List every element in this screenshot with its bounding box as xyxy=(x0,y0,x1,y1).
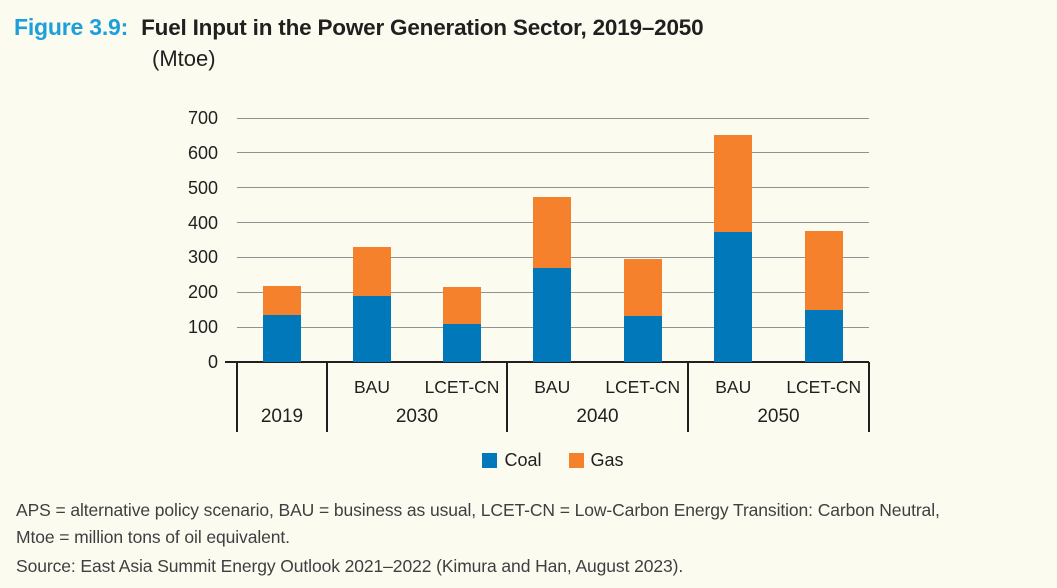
footnote-line-1: APS = alternative policy scenario, BAU =… xyxy=(16,500,940,520)
x-axis-group-divider xyxy=(687,362,689,432)
gridline xyxy=(237,187,869,189)
legend-swatch-gas xyxy=(568,452,584,468)
x-axis-group-divider xyxy=(506,362,508,432)
y-axis-tick-label: 700 xyxy=(187,108,218,128)
x-axis-year-label: 2040 xyxy=(576,406,619,427)
legend-label-gas: Gas xyxy=(590,450,624,470)
x-axis-scenario-label: LCET-CN xyxy=(786,377,862,397)
bar-segment-coal xyxy=(263,314,301,362)
x-axis-year-label: 2030 xyxy=(395,406,439,427)
x-axis-scenario-label: BAU xyxy=(534,377,571,397)
bar-segment-coal xyxy=(714,232,753,362)
y-axis-tick-label: 200 xyxy=(187,282,218,303)
bar-segment-coal xyxy=(623,315,662,362)
x-axis-scenario-label: LCET-CN xyxy=(424,377,500,397)
figure-header: Figure 3.9: Fuel Input in the Power Gene… xyxy=(14,14,1014,72)
x-axis-baseline xyxy=(225,361,869,363)
figure-title-row: Figure 3.9: Fuel Input in the Power Gene… xyxy=(14,14,1014,41)
x-axis-scenario-label: BAU xyxy=(354,377,390,397)
x-axis-group-divider xyxy=(326,362,328,432)
bar-segment-gas xyxy=(263,286,301,315)
bar-segment-coal xyxy=(533,267,572,362)
x-axis-group-divider xyxy=(868,362,870,432)
legend-item-coal: Coal xyxy=(482,450,542,470)
x-axis-scenario-label: BAU xyxy=(715,377,752,397)
figure-source: Source: East Asia Summit Energy Outlook … xyxy=(16,556,684,576)
y-axis-tick-label: 500 xyxy=(187,177,218,198)
bar-segment-gas xyxy=(804,231,843,310)
footnote-line-2: Mtoe = million tons of oil equivalent. xyxy=(16,526,290,547)
figure-footnote: APS = alternative policy scenario, BAU =… xyxy=(16,497,1051,550)
gridline xyxy=(237,152,869,154)
y-axis-tick-label: 0 xyxy=(207,352,218,372)
bar-segment-gas xyxy=(533,197,572,268)
figure-title: Fuel Input in the Power Generation Secto… xyxy=(141,15,704,40)
x-axis-year-label: 2019 xyxy=(260,406,304,427)
bar-segment-gas xyxy=(443,287,481,324)
y-axis-tick-label: 300 xyxy=(187,247,218,268)
legend-swatch-coal xyxy=(482,452,498,468)
gridline xyxy=(237,117,869,119)
y-axis-tick-label: 400 xyxy=(187,212,218,233)
legend-item-gas: Gas xyxy=(568,450,624,470)
figure-number-label: Figure 3.9: xyxy=(14,14,129,40)
legend-label-coal: Coal xyxy=(504,450,542,470)
y-axis-tick-label: 600 xyxy=(187,142,218,163)
x-axis-year-label: 2050 xyxy=(757,406,800,427)
bar-segment-gas xyxy=(714,135,753,233)
chart-legend: Coal Gas xyxy=(237,451,869,469)
figure-unit-subtitle: (Mtoe) xyxy=(152,46,216,71)
bar-segment-gas xyxy=(353,246,391,297)
bar-segment-coal xyxy=(804,309,843,362)
bar-segment-gas xyxy=(623,259,662,316)
x-axis-group-divider xyxy=(236,362,238,432)
x-axis-scenario-label: LCET-CN xyxy=(605,377,681,397)
bar-segment-coal xyxy=(353,296,391,362)
bar-segment-coal xyxy=(443,323,481,362)
y-axis-tick-label: 100 xyxy=(187,317,218,338)
